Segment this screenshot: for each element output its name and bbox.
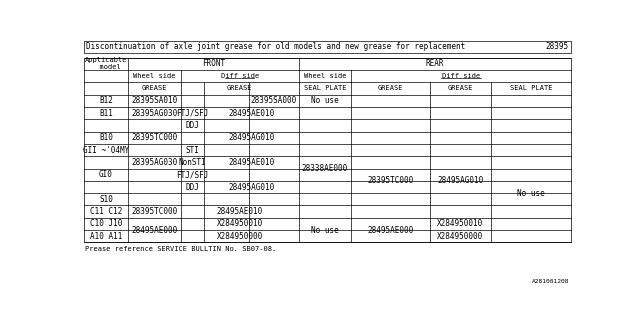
Text: Discontinuation of axle joint grease for old models and new grease for replaceme: Discontinuation of axle joint grease for… <box>86 42 465 52</box>
Text: 28395AG030: 28395AG030 <box>131 158 177 167</box>
Text: GREASE: GREASE <box>448 85 473 92</box>
Text: STI: STI <box>186 146 199 155</box>
Text: 28495AE010: 28495AE010 <box>216 207 263 216</box>
Text: Applicable
  model: Applicable model <box>84 57 127 70</box>
Bar <box>84 41 572 53</box>
Text: Diff side: Diff side <box>221 73 259 79</box>
Text: B10: B10 <box>99 133 113 142</box>
Text: GREASE: GREASE <box>141 85 167 92</box>
Text: No use: No use <box>311 96 339 105</box>
Text: GI0: GI0 <box>99 170 113 179</box>
Text: 28395SA000: 28395SA000 <box>251 96 297 105</box>
Text: GREASE: GREASE <box>378 85 404 92</box>
Text: Prease reference SERVICE BULLTIN No. SB07-08.: Prease reference SERVICE BULLTIN No. SB0… <box>85 246 276 252</box>
Text: B12: B12 <box>99 96 113 105</box>
Text: DDJ: DDJ <box>186 121 199 130</box>
Text: A10 A11: A10 A11 <box>90 232 122 241</box>
Text: 28495AE010: 28495AE010 <box>228 158 275 167</box>
Text: 28495AG010: 28495AG010 <box>228 133 275 142</box>
Text: No use: No use <box>311 226 339 235</box>
Text: 28395TC000: 28395TC000 <box>131 207 177 216</box>
Text: Wheel side: Wheel side <box>133 73 175 79</box>
Text: X284950000: X284950000 <box>216 232 263 241</box>
Bar <box>84 58 572 243</box>
Text: SEAL PLATE: SEAL PLATE <box>510 85 552 92</box>
Text: 28395AG030: 28395AG030 <box>131 108 177 117</box>
Text: 28338AE000: 28338AE000 <box>302 164 348 173</box>
Text: S10: S10 <box>99 195 113 204</box>
Text: Wheel side: Wheel side <box>303 73 346 79</box>
Text: FTJ/SFJ: FTJ/SFJ <box>176 170 209 179</box>
Text: X284950010: X284950010 <box>216 220 263 228</box>
Text: A281001208: A281001208 <box>532 279 570 284</box>
Text: GREASE: GREASE <box>227 85 252 92</box>
Text: X284950010: X284950010 <box>437 220 484 228</box>
Text: DDJ: DDJ <box>186 182 199 191</box>
Text: NonSTI: NonSTI <box>179 158 206 167</box>
Text: SEAL PLATE: SEAL PLATE <box>303 85 346 92</box>
Text: 28495AE000: 28495AE000 <box>131 226 177 235</box>
Text: Diff side: Diff side <box>442 73 481 79</box>
Text: C10 J10: C10 J10 <box>90 220 122 228</box>
Text: X284950000: X284950000 <box>437 232 484 241</box>
Text: C11 C12: C11 C12 <box>90 207 122 216</box>
Text: No use: No use <box>517 189 545 198</box>
Text: FRONT: FRONT <box>202 59 225 68</box>
Text: REAR: REAR <box>426 59 444 68</box>
Text: 28395TC000: 28395TC000 <box>131 133 177 142</box>
Text: GII ~'04MY: GII ~'04MY <box>83 146 129 155</box>
Text: B11: B11 <box>99 108 113 117</box>
Text: 28395SA010: 28395SA010 <box>131 96 177 105</box>
Text: 28495AG010: 28495AG010 <box>228 182 275 191</box>
Text: 28495AE000: 28495AE000 <box>367 226 414 235</box>
Text: 28395TC000: 28395TC000 <box>367 176 414 185</box>
Text: 28495AE010: 28495AE010 <box>228 108 275 117</box>
Text: 28495AG010: 28495AG010 <box>437 176 484 185</box>
Text: 28395: 28395 <box>546 42 569 52</box>
Text: FTJ/SFJ: FTJ/SFJ <box>176 108 209 117</box>
